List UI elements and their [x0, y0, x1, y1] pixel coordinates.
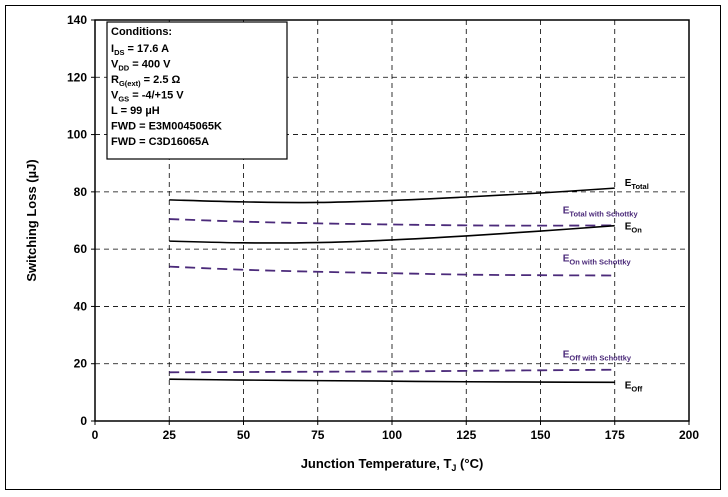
x-tick-label: 75	[311, 428, 325, 442]
series-label: EOff	[625, 380, 643, 393]
condition-line: VDD = 400 V	[111, 59, 171, 73]
y-tick-label: 60	[74, 242, 88, 256]
x-tick-label: 200	[679, 428, 699, 442]
y-tick-label: 20	[74, 357, 88, 371]
y-tick-label: 80	[74, 185, 88, 199]
series-line-on	[169, 224, 615, 244]
y-tick-label: 100	[67, 128, 87, 142]
condition-line: FWD = E3M0045065K	[111, 121, 222, 133]
x-tick-label: 100	[382, 428, 402, 442]
series-line-total-with-schottky	[169, 218, 615, 227]
condition-line: VGS = -4/+15 V	[111, 90, 184, 104]
x-tick-label: 150	[530, 428, 550, 442]
series-line-off-with-schottky	[169, 368, 615, 374]
y-tick-label: 140	[67, 13, 87, 27]
series-label: EOff with Schottky	[563, 350, 632, 363]
x-tick-label: 50	[237, 428, 251, 442]
series-line-total	[169, 187, 615, 204]
x-tick-label: 25	[163, 428, 177, 442]
series-line-off	[169, 378, 615, 384]
x-axis-title: Junction Temperature, TJ (°C)	[301, 456, 484, 473]
y-tick-label: 40	[74, 299, 88, 313]
series-label: EOn with Schottky	[563, 253, 632, 266]
condition-line: L = 99 µH	[111, 105, 160, 117]
condition-line: RG(ext) = 2.5 Ω	[111, 74, 181, 88]
grid-lines	[95, 20, 689, 421]
series-label: ETotal with Schottky	[563, 205, 639, 218]
series-label: ETotal	[625, 178, 649, 191]
x-tick-label: 125	[456, 428, 476, 442]
chart-frame	[5, 5, 721, 490]
y-tick-label: 120	[67, 70, 87, 84]
condition-line: FWD = C3D16065A	[111, 136, 209, 148]
conditions-title: Conditions:	[111, 26, 172, 38]
y-axis-title: Switching Loss (µJ)	[24, 159, 39, 281]
y-tick-label: 0	[80, 414, 87, 428]
conditions-box	[106, 21, 288, 160]
x-tick-label: 175	[605, 428, 625, 442]
series-label: EOn	[625, 222, 643, 235]
condition-line: IDS = 17.6 A	[111, 43, 169, 57]
series-line-on-with-schottky	[169, 265, 615, 277]
x-tick-label: 0	[92, 428, 99, 442]
